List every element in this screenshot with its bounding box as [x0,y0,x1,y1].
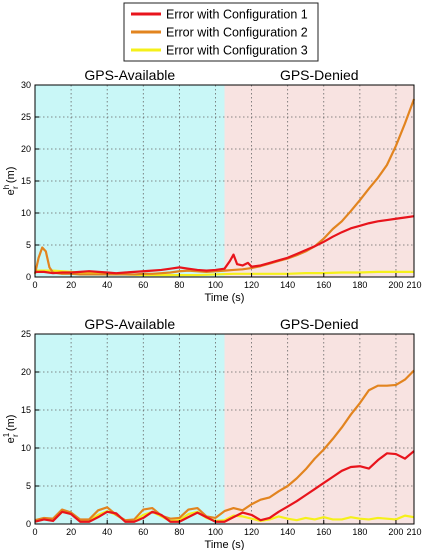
region-label-gps-denied: GPS-Denied [280,316,359,332]
y-tick-label: 5 [26,240,31,250]
y-tick-label: 10 [21,443,31,453]
y-tick-label: 25 [21,329,31,339]
x-tick-label: 160 [316,527,331,537]
y-axis-label-sup: h [2,185,11,189]
y-tick-label: 20 [21,144,31,154]
legend-label-3: Error with Configuration 3 [166,44,308,58]
x-tick-label: 180 [352,527,367,537]
y-tick-label: 15 [21,405,31,415]
y-tick-label: 0 [26,272,31,282]
x-tick-label: 210 [406,527,421,537]
legend-label-1: Error with Configuration 1 [166,8,308,22]
x-tick-label: 160 [316,280,331,290]
series-line-config-1 [35,215,415,275]
x-tick-label: 60 [138,527,148,537]
x-tick-label: 0 [32,280,37,290]
region-gps-denied [224,334,414,524]
x-tick-label: 200 [388,527,403,537]
x-tick-label: 0 [32,527,37,537]
legend: Error with Configuration 1 Error with Con… [123,2,319,62]
y-tick-label: 25 [21,112,31,122]
region-label-gps-available: GPS-Available [84,67,175,83]
x-tick-label: 20 [66,280,76,290]
plot-frame [34,333,415,525]
y-axis-label-main: e [5,189,17,195]
y-tick-label: 0 [26,519,31,529]
y-axis-label-main: e [5,437,17,443]
x-axis-label: Time (s) [205,292,245,304]
y-axis-label: e1r (m) [2,415,20,444]
x-tick-label: 200 [388,280,403,290]
series-line-config-2 [33,98,416,276]
y-axis-label-sub: r [11,434,20,437]
y-tick-label: 15 [21,176,31,186]
region-gps-available [35,85,225,277]
x-tick-label: 120 [244,527,259,537]
x-tick-label: 100 [208,527,223,537]
x-tick-label: 20 [66,527,76,537]
x-tick-label: 210 [406,280,421,290]
x-tick-label: 40 [102,280,112,290]
y-tick-label: 20 [21,367,31,377]
x-tick-label: 80 [174,527,184,537]
x-tick-label: 140 [280,280,295,290]
y-tick-label: 5 [26,481,31,491]
y-axis-label-sup: 1 [2,432,11,437]
x-tick-label: 100 [208,280,223,290]
series-line-config-1 [34,450,415,523]
series-line-config-2 [34,369,415,522]
series-line-config-3 [34,509,415,523]
y-axis-label: ehr (m) [2,167,20,196]
region-gps-available [35,334,225,524]
x-axis-label: Time (s) [205,539,245,550]
legend-label-2: Error with Configuration 2 [166,26,308,40]
y-axis-label-unit: (m) [5,167,17,187]
region-label-gps-denied: GPS-Denied [280,67,359,83]
x-tick-label: 60 [138,280,148,290]
y-tick-label: 10 [21,208,31,218]
y-tick-label: 30 [21,80,31,90]
x-tick-label: 180 [352,280,367,290]
x-tick-label: 140 [280,527,295,537]
x-tick-label: 40 [102,527,112,537]
y-axis-label-sub: r [11,186,20,189]
region-label-gps-available: GPS-Available [84,316,175,332]
x-tick-label: 80 [174,280,184,290]
y-axis-label-unit: (m) [5,415,17,435]
x-tick-label: 120 [244,280,259,290]
